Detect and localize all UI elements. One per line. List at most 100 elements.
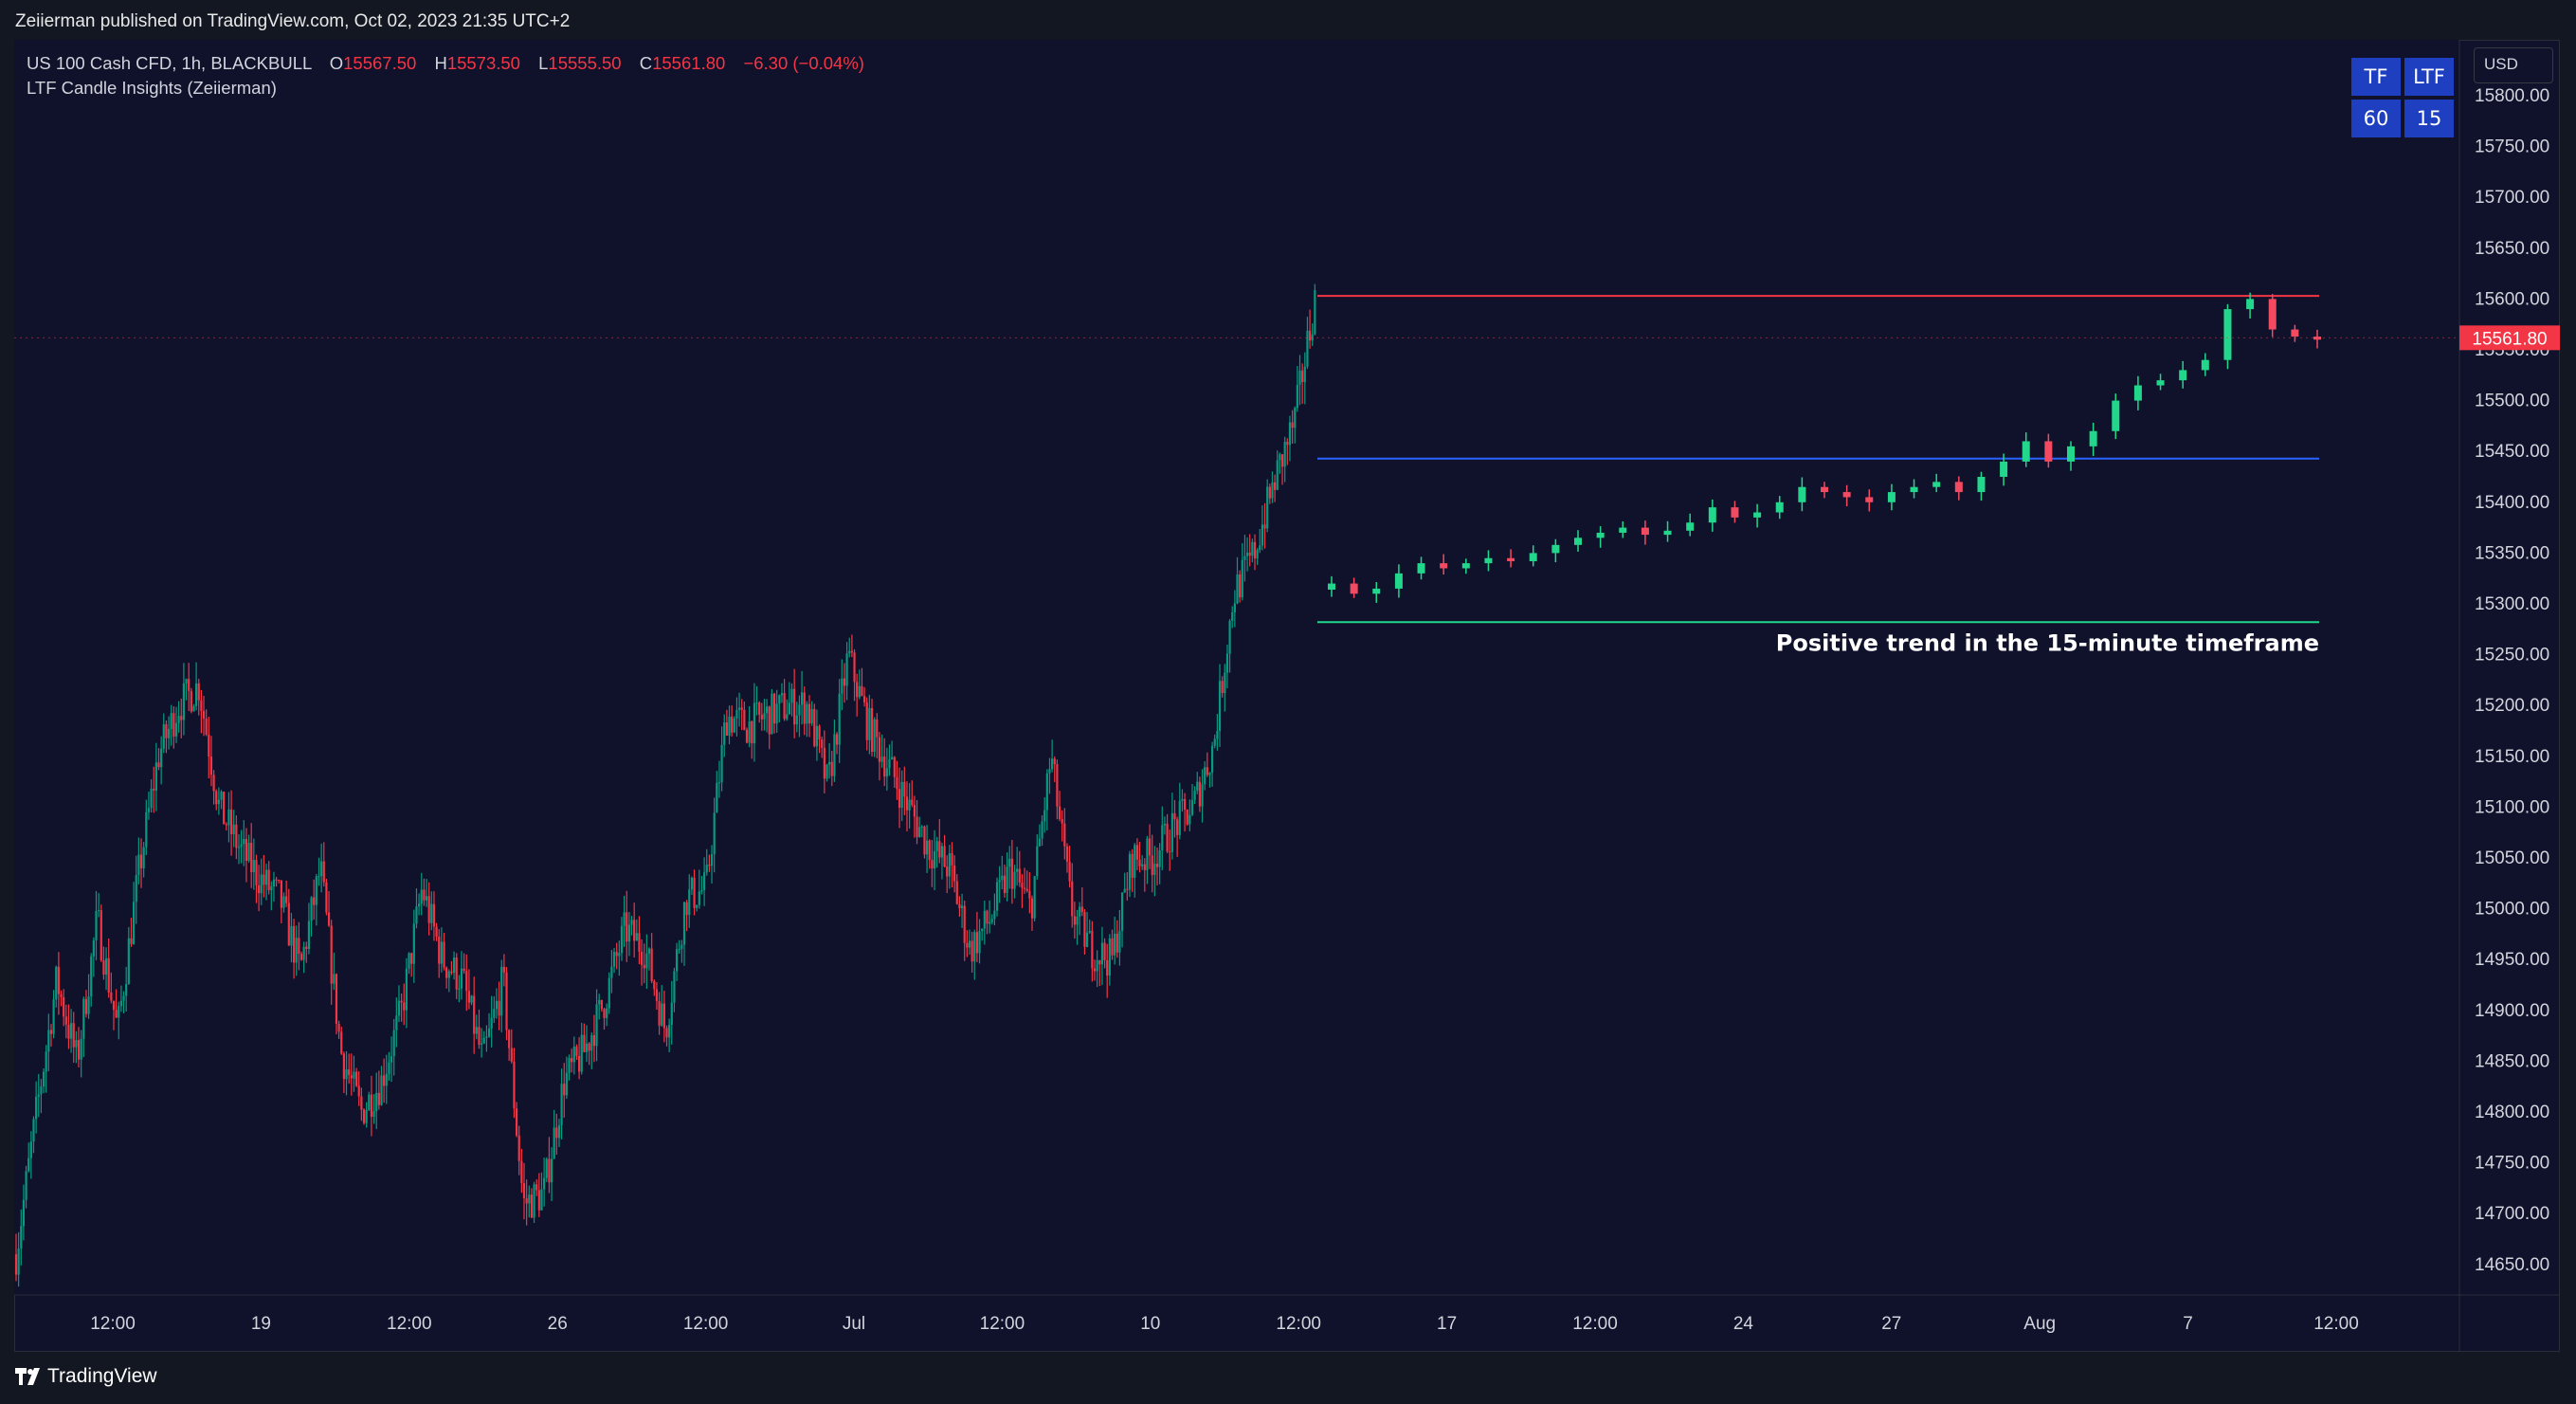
candle-body: [778, 695, 781, 704]
candle-body: [753, 702, 756, 744]
candle-body: [658, 1000, 661, 1026]
indicator-legend[interactable]: LTF Candle Insights (Zeiierman): [27, 78, 277, 98]
symbol-legend: US 100 Cash CFD, 1h, BLACKBULL O15567.50…: [27, 53, 864, 74]
plot-background: [14, 40, 2459, 1295]
candle-body: [145, 811, 148, 848]
candle-body: [362, 1109, 366, 1123]
candle-body: [455, 957, 458, 990]
candle-body: [1138, 859, 1141, 866]
candle-body: [798, 704, 801, 716]
candle-body: [723, 722, 726, 745]
candle-body: [513, 1061, 516, 1109]
candle-body: [100, 910, 102, 961]
candle-body: [1163, 823, 1167, 826]
candle-body: [743, 709, 746, 730]
candle-body: [938, 841, 941, 858]
y-tick-label: 15050.00: [2475, 848, 2549, 868]
price-chart[interactable]: 15800.00 15750.00 15700.00 15650.00 15600.00…: [14, 40, 2560, 1352]
candle-body: [653, 980, 656, 990]
candle-body: [1006, 866, 1008, 893]
candle-body: [345, 1068, 348, 1080]
candle-body: [118, 1006, 120, 1018]
candle-body: [333, 974, 336, 984]
x-tick-label: 19: [251, 1314, 271, 1334]
candle-body: [60, 994, 63, 997]
candle-body: [1161, 825, 1164, 850]
candle-body: [1003, 875, 1007, 893]
candle-body: [968, 940, 971, 948]
symbol-title: US 100 Cash CFD, 1h, BLACKBULL: [27, 53, 312, 73]
candle-body: [1201, 784, 1204, 807]
candle-body: [115, 1010, 118, 1018]
ltf-candle-body: [1977, 476, 1986, 493]
x-tick-label: 24: [1733, 1314, 1754, 1334]
candle-body: [365, 1109, 368, 1123]
open-label: O: [329, 53, 344, 73]
candle-body: [200, 700, 203, 711]
candle-body: [990, 919, 993, 922]
candle-body: [585, 1043, 589, 1052]
candle-body: [209, 757, 213, 775]
candle-body: [227, 809, 230, 826]
candle-body: [813, 708, 816, 747]
candle-body: [640, 951, 644, 965]
candle-body: [1176, 819, 1179, 835]
y-tick-label: 15600.00: [2475, 289, 2549, 309]
x-tick-label: 7: [2183, 1314, 2193, 1334]
ltf-candle-body: [1932, 482, 1941, 487]
candle-body: [643, 964, 645, 969]
ltf-candle-body: [1865, 497, 1874, 502]
candle-body: [745, 729, 749, 743]
candle-body: [1030, 898, 1034, 919]
x-tick-label: 12:00: [1572, 1314, 1618, 1334]
candle-body: [891, 757, 894, 760]
candle-body: [177, 716, 180, 723]
candle-body: [661, 1003, 663, 1026]
candle-body: [583, 1034, 586, 1052]
candle-body: [67, 1024, 70, 1039]
candle-body: [280, 880, 282, 908]
trend-annotation: Positive trend in the 15-minute timefram…: [1776, 629, 2319, 656]
candle-body: [850, 650, 853, 653]
candle-body: [40, 1086, 43, 1095]
candle-body: [245, 838, 248, 862]
candle-body: [487, 1028, 491, 1037]
candle-body: [838, 693, 841, 745]
candle-body: [72, 1023, 75, 1048]
tf-value: 60: [2351, 100, 2401, 137]
candle-body: [1274, 482, 1277, 490]
candle-body: [543, 1177, 546, 1190]
currency-button[interactable]: USD: [2474, 47, 2553, 83]
candle-body: [45, 1051, 47, 1072]
candle-body: [522, 1182, 526, 1198]
candle-body: [17, 1249, 20, 1275]
candle-body: [1008, 858, 1011, 867]
candle-body: [1271, 482, 1274, 499]
candle-body: [1314, 290, 1316, 335]
candle-body: [1045, 773, 1048, 811]
candle-body: [1193, 791, 1196, 800]
tradingview-logo[interactable]: TradingView: [15, 1365, 157, 1388]
candle-body: [264, 869, 268, 885]
candle-body: [835, 734, 839, 745]
candle-body: [880, 757, 883, 762]
candle-body: [783, 693, 786, 720]
candle-body: [305, 946, 308, 949]
x-tick-label: 12:00: [2313, 1314, 2359, 1334]
candle-body: [635, 933, 638, 941]
candle-body: [423, 889, 426, 901]
candle-body: [1213, 738, 1216, 746]
candle-body: [237, 847, 241, 848]
candle-body: [786, 714, 789, 720]
candle-body: [282, 896, 285, 908]
candle-body: [75, 1040, 78, 1048]
candle-body: [405, 968, 408, 1011]
candle-body: [92, 939, 95, 957]
candle-body: [147, 808, 151, 812]
y-tick-label: 14700.00: [2475, 1204, 2549, 1224]
candle-body: [905, 796, 909, 811]
candle-body: [828, 761, 831, 765]
ltf-candle-body: [2179, 370, 2187, 381]
last-price-label: 15561.80: [2472, 329, 2547, 349]
candle-body: [755, 702, 758, 704]
